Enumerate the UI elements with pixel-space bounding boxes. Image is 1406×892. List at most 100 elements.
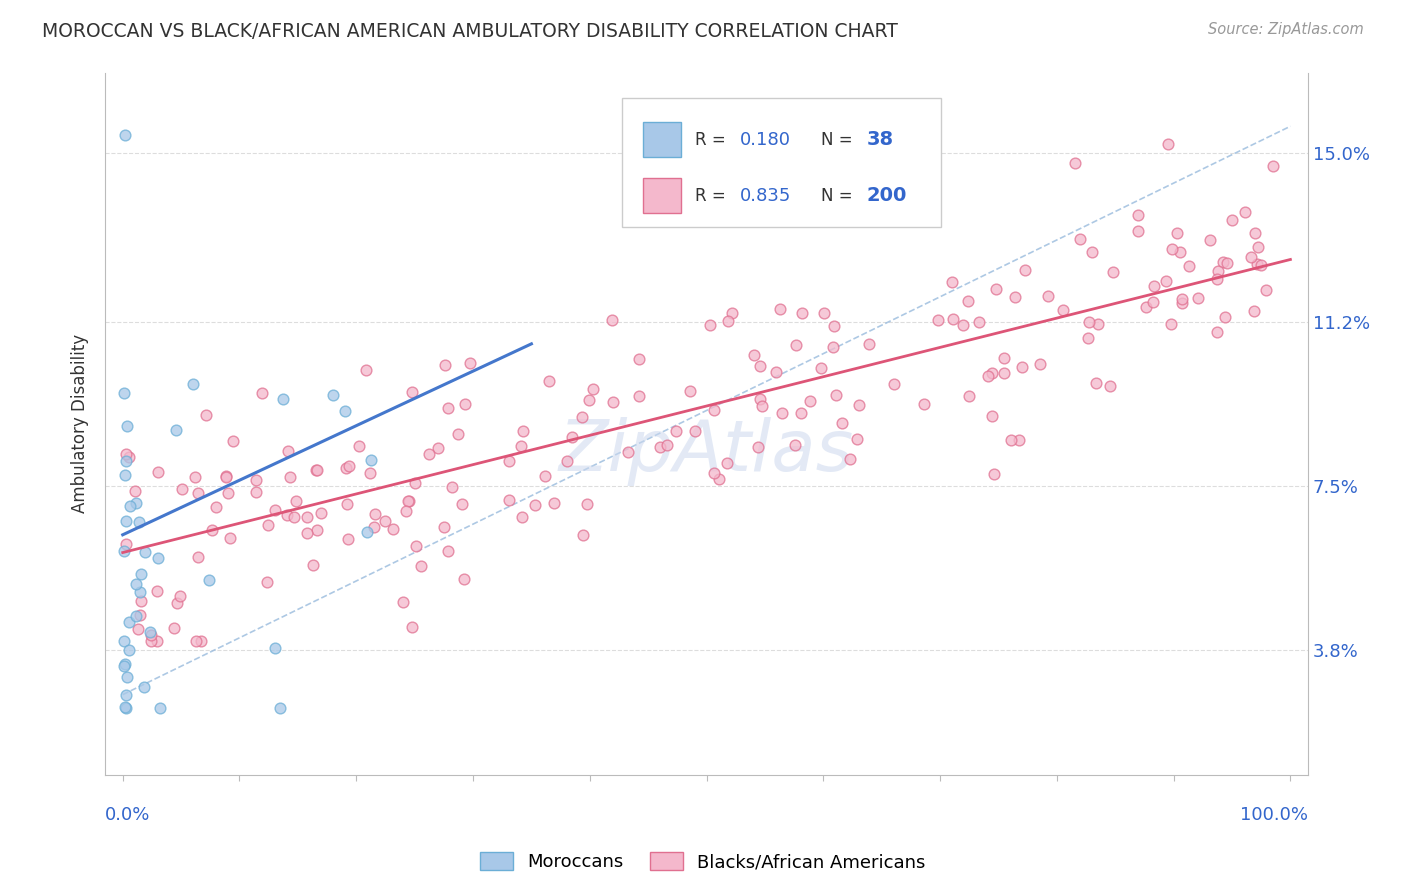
Point: [141, 634, 163, 648]
Point: [1206, 271, 1229, 285]
Text: 0.835: 0.835: [740, 186, 792, 205]
Point: [1036, 289, 1059, 303]
Point: [617, 444, 640, 458]
Point: [1098, 379, 1121, 393]
Point: [264, 503, 287, 517]
Point: [1233, 205, 1256, 219]
Point: [451, 497, 474, 511]
Point: [1156, 274, 1178, 288]
Point: [510, 439, 533, 453]
Point: [1004, 290, 1026, 304]
Point: [1161, 242, 1184, 256]
Point: [354, 362, 377, 376]
Point: [305, 463, 328, 477]
Point: [364, 507, 387, 521]
Point: [561, 430, 583, 444]
Point: [356, 524, 378, 539]
Point: [1198, 233, 1220, 247]
Point: [404, 475, 426, 490]
Point: [1216, 256, 1239, 270]
Point: [810, 361, 832, 376]
Text: 38: 38: [866, 130, 894, 149]
Point: [1135, 300, 1157, 314]
Point: [447, 427, 470, 442]
Point: [1157, 136, 1180, 151]
Point: [751, 399, 773, 413]
Point: [187, 485, 209, 500]
Point: [184, 634, 207, 648]
Point: [405, 539, 427, 553]
Point: [411, 558, 433, 573]
Point: [114, 657, 136, 671]
Point: [322, 388, 344, 402]
Point: [118, 615, 141, 630]
Point: [538, 374, 561, 388]
Point: [458, 356, 481, 370]
Point: [190, 634, 212, 648]
Point: [721, 305, 744, 319]
Point: [112, 385, 135, 400]
Text: N =: N =: [821, 186, 858, 205]
Point: [250, 386, 273, 401]
Point: [1081, 244, 1104, 259]
Text: N =: N =: [821, 130, 858, 149]
Point: [112, 544, 135, 558]
Point: [437, 544, 460, 558]
Text: ZipAtlas: ZipAtlas: [560, 417, 855, 486]
Point: [967, 314, 990, 328]
Point: [163, 621, 186, 635]
Point: [433, 358, 456, 372]
Point: [392, 595, 415, 609]
Point: [1178, 259, 1201, 273]
Point: [683, 424, 706, 438]
Point: [957, 293, 980, 308]
Point: [993, 366, 1015, 380]
Bar: [643, 178, 682, 213]
Point: [1101, 265, 1123, 279]
Point: [256, 575, 278, 590]
Text: Source: ZipAtlas.com: Source: ZipAtlas.com: [1208, 22, 1364, 37]
Point: [748, 392, 770, 406]
Point: [824, 388, 846, 402]
Point: [717, 314, 740, 328]
Point: [311, 507, 333, 521]
Point: [1261, 159, 1284, 173]
Point: [883, 377, 905, 392]
Text: 100.0%: 100.0%: [1240, 806, 1308, 824]
Point: [124, 483, 146, 498]
Point: [707, 472, 730, 486]
Point: [305, 463, 328, 477]
Point: [578, 392, 600, 407]
Point: [401, 620, 423, 634]
Point: [648, 441, 671, 455]
Point: [957, 389, 980, 403]
Point: [283, 509, 305, 524]
Point: [114, 700, 136, 714]
Point: [335, 460, 357, 475]
Text: MOROCCAN VS BLACK/AFRICAN AMERICAN AMBULATORY DISABILITY CORRELATION CHART: MOROCCAN VS BLACK/AFRICAN AMERICAN AMBUL…: [42, 22, 898, 41]
Point: [149, 701, 172, 715]
Point: [215, 470, 238, 484]
Point: [114, 128, 136, 143]
Point: [336, 533, 359, 547]
Text: 0.180: 0.180: [740, 130, 792, 149]
Point: [571, 409, 593, 424]
Point: [981, 409, 1004, 424]
Point: [222, 434, 245, 448]
Point: [194, 408, 217, 422]
Point: [1007, 433, 1029, 447]
Point: [679, 384, 702, 399]
Point: [534, 469, 557, 483]
Point: [117, 643, 139, 657]
Point: [790, 306, 813, 320]
Point: [302, 558, 325, 572]
Point: [205, 500, 228, 515]
Point: [1170, 296, 1192, 310]
Point: [395, 504, 418, 518]
Point: [821, 340, 844, 354]
Point: [602, 313, 624, 327]
Legend: Moroccans, Blacks/African Americans: Moroccans, Blacks/African Americans: [472, 846, 934, 879]
Point: [166, 596, 188, 610]
Point: [426, 441, 449, 455]
Point: [1028, 357, 1050, 371]
